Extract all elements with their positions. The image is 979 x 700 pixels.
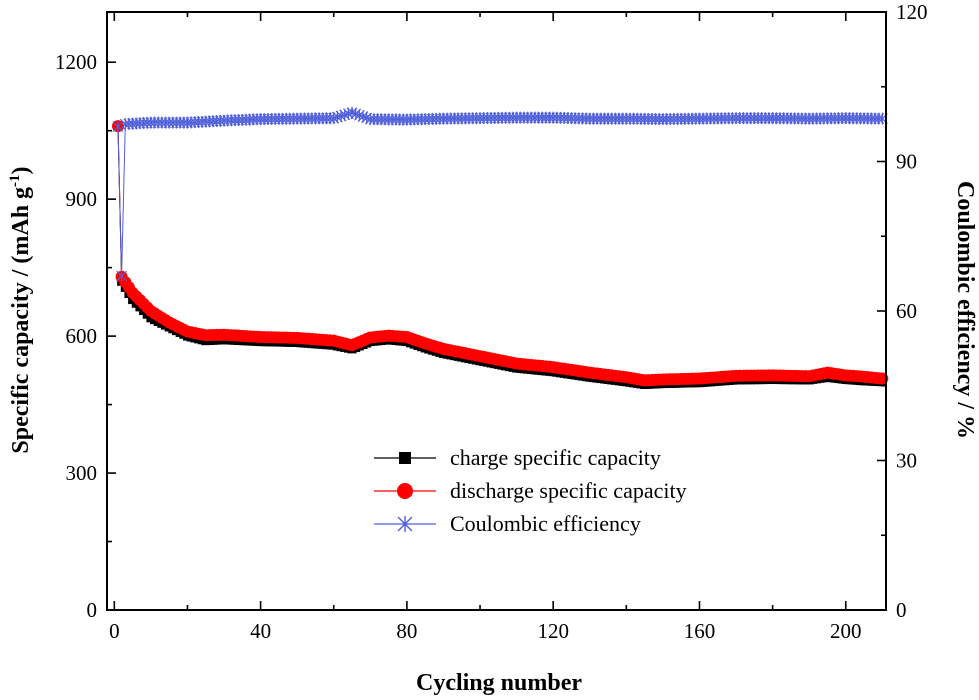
x-tick-label: 0 bbox=[109, 619, 120, 643]
legend-item-0: charge specific capacity bbox=[374, 445, 661, 470]
y-right-tick-label: 0 bbox=[896, 598, 907, 622]
x-tick-label: 200 bbox=[830, 619, 862, 643]
y-axis-left-title-end: ) bbox=[8, 166, 34, 174]
series-line-0 bbox=[117, 126, 883, 386]
y-left-tick-label: 1200 bbox=[55, 50, 97, 74]
series-line-2 bbox=[117, 112, 883, 277]
legend-circle-marker bbox=[397, 483, 413, 499]
axes-layer: 0 40 80 120 160 200 0 300 600 900 1200 0 30 60 90 120 bbox=[55, 0, 928, 643]
y-right-tick-label: 60 bbox=[896, 299, 917, 323]
legend: charge specific capacity discharge specif… bbox=[374, 445, 687, 536]
legend-label: discharge specific capacity bbox=[450, 478, 687, 503]
y-left-tick-label: 0 bbox=[87, 598, 98, 622]
y-left-tick-label: 900 bbox=[66, 187, 98, 211]
x-tick-label: 80 bbox=[396, 619, 417, 643]
y-left-tick-label: 600 bbox=[66, 324, 98, 348]
legend-item-2: Coulombic efficiency bbox=[374, 511, 641, 536]
y-axis-left-title: Specific capacity / (mAh g-1) bbox=[7, 166, 34, 453]
efficiency-point bbox=[116, 270, 128, 283]
y-left-tick-label: 300 bbox=[66, 461, 98, 485]
y-axis-right-title: Coulombic efficiency / % bbox=[952, 181, 978, 439]
series-markers-2 bbox=[112, 106, 888, 283]
legend-item-1: discharge specific capacity bbox=[374, 478, 687, 503]
legend-label: Coulombic efficiency bbox=[450, 511, 641, 536]
efficiency-point bbox=[112, 120, 124, 133]
series-markers-1 bbox=[111, 120, 889, 387]
series-markers-0 bbox=[113, 121, 887, 389]
y-axis-left-title-main: Specific capacity / (mAh g bbox=[8, 187, 34, 454]
x-tick-label: 120 bbox=[537, 619, 569, 643]
y-right-tick-label: 120 bbox=[896, 0, 928, 24]
x-tick-label: 160 bbox=[684, 619, 716, 643]
legend-square-marker bbox=[399, 452, 411, 464]
y-right-tick-label: 90 bbox=[896, 150, 917, 174]
legend-label: charge specific capacity bbox=[450, 445, 661, 470]
legend-asterisk-marker bbox=[397, 516, 413, 532]
x-tick-label: 40 bbox=[250, 619, 271, 643]
y-right-tick-label: 30 bbox=[896, 449, 917, 473]
x-axis-title: Cycling number bbox=[416, 670, 582, 696]
y-axis-left-title-sup: -1 bbox=[7, 174, 23, 187]
plot-layer bbox=[111, 106, 889, 389]
